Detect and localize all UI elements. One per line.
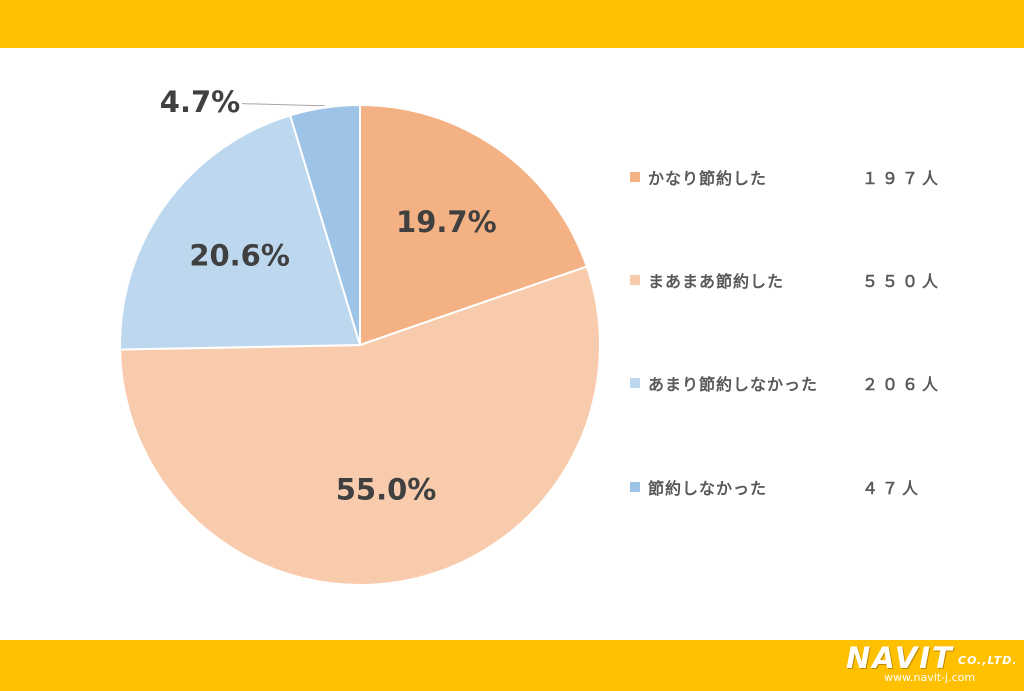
data-label: 20.6%: [189, 239, 290, 273]
legend-count: １９７人: [862, 169, 943, 188]
data-label: 4.7%: [160, 85, 240, 119]
legend-label: まあまあ節約した: [648, 272, 785, 291]
slice-kanari: [359, 103, 589, 347]
legend-count: ２０６人: [862, 375, 943, 394]
legend-swatch: [630, 172, 640, 182]
legend-swatch: [630, 275, 640, 285]
logo-suffix: CO.,LTD.: [958, 654, 1018, 667]
logo-name: NAVIT: [846, 641, 954, 675]
legend-item-amari: あまり節約しなかった ２０６人: [630, 368, 938, 398]
data-label: 19.7%: [396, 205, 497, 239]
slice-shinakatta: [288, 103, 361, 346]
legend-label: あまり節約しなかった: [648, 375, 819, 394]
legend-swatch: [630, 482, 640, 492]
legend-item-kanari: かなり節約した １９７人: [630, 162, 938, 192]
leader-line: [241, 103, 325, 107]
logo-url: www.navit-j.com: [884, 671, 976, 684]
legend-item-maamaa: まあまあ節約した ５５０人: [630, 265, 938, 295]
legend-label: かなり節約した: [648, 169, 768, 188]
legend-count: ５５０人: [862, 272, 943, 291]
top-banner: [0, 0, 1024, 48]
bottom-banner: [0, 640, 1024, 691]
data-label: 55.0%: [336, 473, 437, 507]
company-logo: NAVIT CO.,LTD. www.navit-j.com: [846, 642, 1018, 688]
slice-amari: [119, 114, 362, 351]
legend-swatch: [630, 378, 640, 388]
legend-item-shinakatta: 節約しなかった ４７人: [630, 472, 918, 502]
slice-maamaa: [119, 265, 601, 586]
legend-label: 節約しなかった: [648, 479, 768, 498]
legend-count: ４７人: [862, 479, 923, 498]
